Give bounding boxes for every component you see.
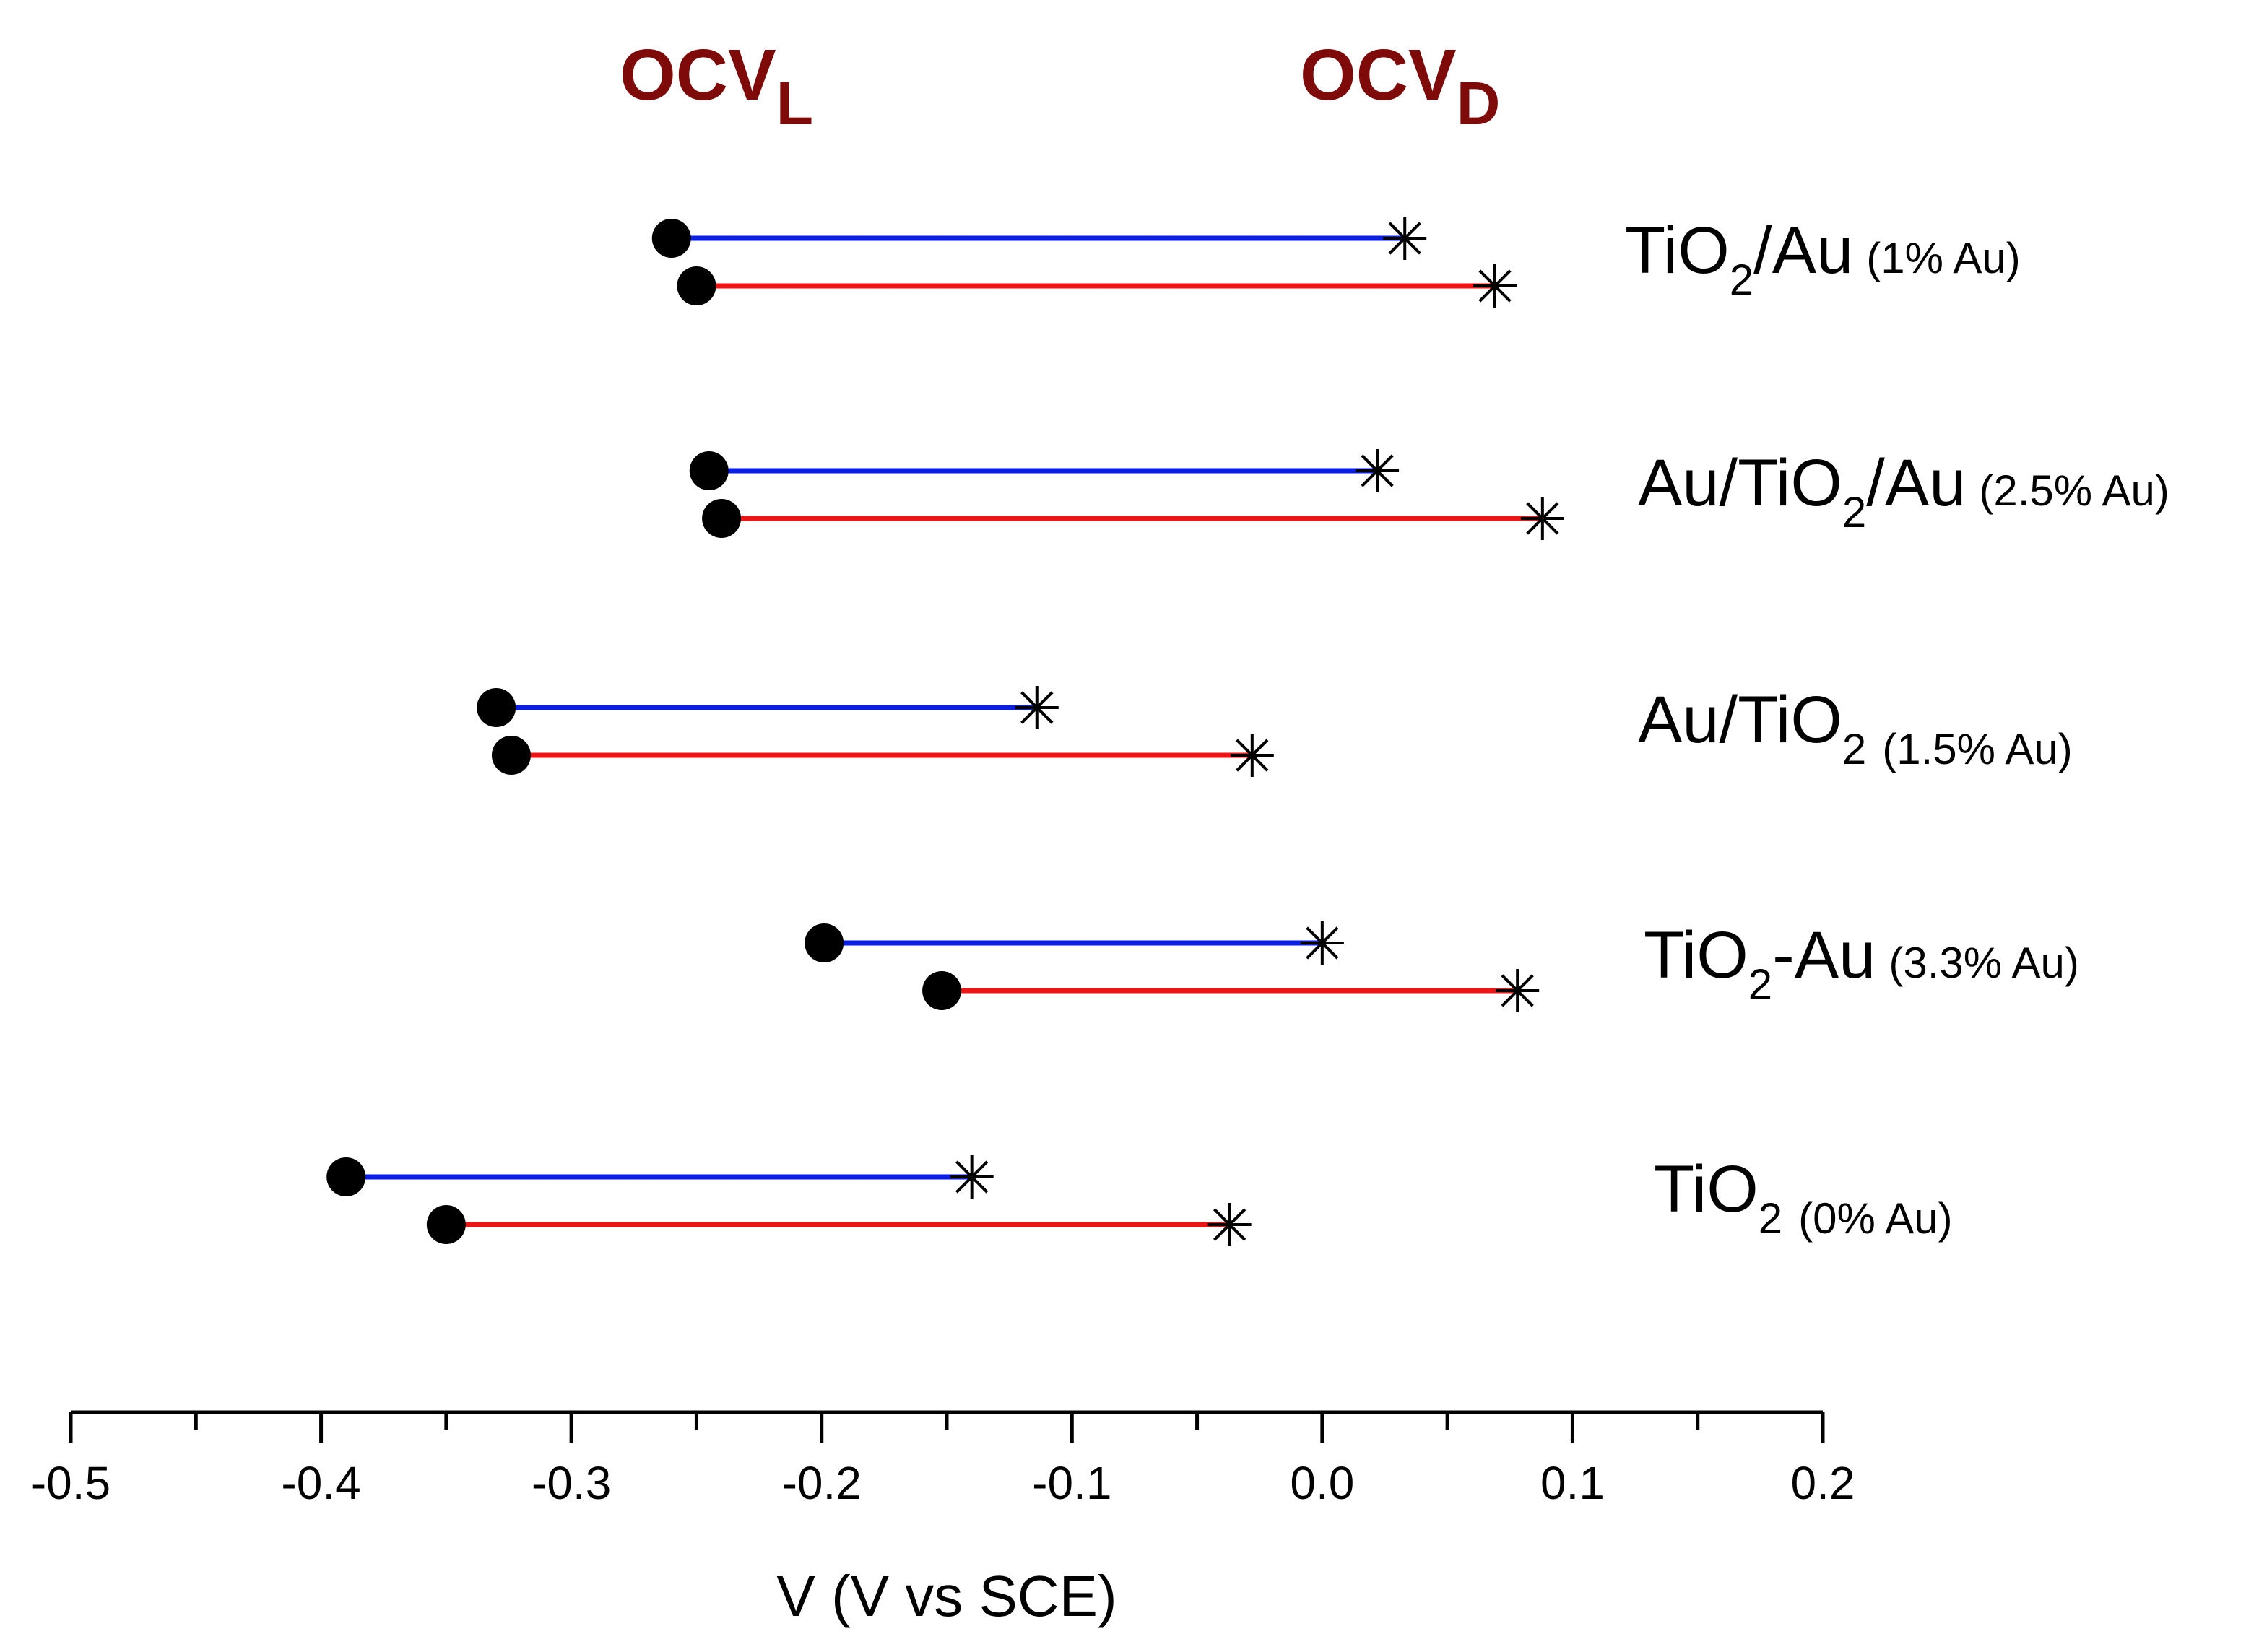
x-tick-label: 0.0 [1290,1457,1354,1509]
sample-label-rest: /Au [1866,446,1966,520]
header-ocv-light: OCVL [620,35,813,137]
sample-label: TiO2-Au (3.3% Au) [1644,918,2079,1009]
sample-label-percent: (2.5% Au) [1979,466,2169,515]
sample-label-subscript: 2 [1759,1194,1782,1243]
header-subscript: D [1457,69,1501,137]
sample-group [689,449,1564,540]
x-axis: -0.5 -0.4 -0.3 -0.2 -0.1 0.0 0.1 0.2 [31,1410,1855,1509]
sample-label-subscript: 2 [1842,725,1866,773]
ocv-light-marker [491,736,531,775]
sample-label-main: TiO [1654,1152,1759,1226]
ocv-light-marker [805,923,844,962]
ocv-dark-marker [950,1155,994,1199]
sample-group [805,921,1540,1012]
sample-label: Au/TiO2/Au (2.5% Au) [1638,446,2169,536]
header-main-text: OCV [1300,35,1457,116]
x-tick-label: -0.4 [281,1457,360,1509]
x-tick-label: -0.1 [1032,1457,1111,1509]
sample-label-rest: -Au [1772,918,1876,992]
ocv-light-marker [426,1205,466,1244]
ocv-light-marker [677,266,716,305]
ocv-dark-marker [1300,921,1344,965]
sample-label-prefix: Au/ [1638,683,1738,757]
ocv-light-marker [922,971,962,1010]
sample-group [477,686,1274,777]
ocv-dark-marker [1015,686,1059,729]
sample-group [651,217,1517,308]
ocv-dark-marker [1356,449,1400,492]
sample-label: TiO2 (0% Au) [1654,1152,1953,1243]
x-tick-label: -0.3 [532,1457,611,1509]
header-layer: OCVL OCVD [620,35,1500,137]
sample-label-subscript: 2 [1748,960,1772,1009]
header-subscript: L [776,69,813,137]
sample-label-main: TiO [1644,918,1748,992]
x-tick-label: 0.2 [1791,1457,1855,1509]
sample-group [326,1155,1252,1246]
ocv-dark-marker [1473,264,1517,308]
ocv-light-marker [326,1157,366,1196]
ocv-dark-marker [1496,969,1540,1012]
ocv-light-marker [477,688,516,727]
data-layer [326,217,1564,1246]
sample-label-percent: (3.3% Au) [1889,939,2078,987]
sample-label-prefix: Au/ [1638,446,1738,520]
ocv-light-marker [689,451,729,490]
sample-label-percent: (0% Au) [1798,1194,1952,1243]
ocv-dark-marker [1207,1203,1252,1246]
header-main-text: OCV [620,35,776,116]
x-tick-label: -0.5 [31,1457,110,1509]
ocv-dark-marker [1230,734,1274,777]
sample-labels: TiO2/Au (1% Au)Au/TiO2/Au (2.5% Au)Au/TiO2… [1625,214,2169,1243]
x-tick-label: -0.2 [782,1457,862,1509]
sample-label-subscript: 2 [1842,488,1866,536]
sample-label: Au/TiO2 (1.5% Au) [1638,683,2073,773]
ocv-light-marker [651,219,691,258]
sample-label-main: TiO [1738,683,1842,757]
sample-label-main: TiO [1738,446,1842,520]
ocv-dark-marker [1383,217,1427,260]
ocv-dark-marker [1520,497,1564,540]
sample-label-subscript: 2 [1730,256,1753,304]
sample-label-main: TiO [1625,214,1730,287]
sample-label-percent: (1% Au) [1866,234,2020,282]
header-ocv-dark: OCVD [1300,35,1500,137]
x-axis-title: V (V vs SCE) [776,1564,1117,1628]
ocv-light-marker [702,499,742,538]
sample-label-percent: (1.5% Au) [1882,725,2072,773]
sample-label-rest: /Au [1753,214,1853,287]
sample-label: TiO2/Au (1% Au) [1625,214,2021,304]
x-tick-label: 0.1 [1540,1457,1605,1509]
